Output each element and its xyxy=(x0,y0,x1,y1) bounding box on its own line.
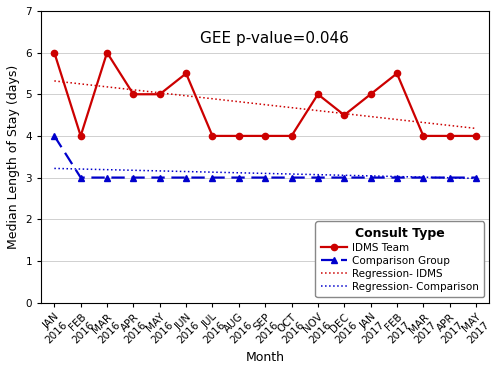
Regression- Comparison xyxy=(341,173,347,177)
Regression- IDMS xyxy=(52,79,58,83)
Regression- Comparison xyxy=(315,173,321,177)
Regression- Comparison xyxy=(104,167,110,172)
IDMS Team xyxy=(236,134,242,138)
Comparison Group xyxy=(104,175,110,180)
IDMS Team xyxy=(341,113,347,117)
Regression- IDMS xyxy=(262,102,268,107)
Regression- Comparison xyxy=(236,171,242,175)
Regression- Comparison xyxy=(420,175,426,180)
Regression- IDMS xyxy=(156,91,162,95)
Regression- IDMS xyxy=(473,126,479,131)
Comparison Group xyxy=(473,175,479,180)
IDMS Team xyxy=(210,134,216,138)
Regression- Comparison xyxy=(394,174,400,179)
IDMS Team xyxy=(104,50,110,55)
Regression- IDMS xyxy=(130,88,136,92)
Regression- Comparison xyxy=(78,167,84,171)
IDMS Team xyxy=(130,92,136,96)
Line: Regression- IDMS: Regression- IDMS xyxy=(54,81,476,128)
Regression- IDMS xyxy=(315,108,321,113)
Comparison Group xyxy=(183,175,189,180)
IDMS Team xyxy=(368,92,374,96)
Line: Regression- Comparison: Regression- Comparison xyxy=(54,168,476,178)
Comparison Group xyxy=(236,175,242,180)
Regression- Comparison xyxy=(130,168,136,173)
Regression- Comparison xyxy=(262,171,268,175)
Comparison Group xyxy=(130,175,136,180)
Comparison Group xyxy=(210,175,216,180)
Text: GEE p-value=0.046: GEE p-value=0.046 xyxy=(200,32,348,46)
IDMS Team xyxy=(183,71,189,76)
Comparison Group xyxy=(288,175,294,180)
Regression- IDMS xyxy=(368,114,374,119)
IDMS Team xyxy=(315,92,321,96)
Regression- IDMS xyxy=(183,93,189,98)
Line: Comparison Group: Comparison Group xyxy=(51,133,479,181)
Regression- IDMS xyxy=(78,82,84,86)
Regression- IDMS xyxy=(394,117,400,122)
Comparison Group xyxy=(446,175,452,180)
IDMS Team xyxy=(446,134,452,138)
Line: IDMS Team: IDMS Team xyxy=(51,49,479,139)
IDMS Team xyxy=(288,134,294,138)
Regression- IDMS xyxy=(420,120,426,125)
Comparison Group xyxy=(52,134,58,138)
IDMS Team xyxy=(473,134,479,138)
Comparison Group xyxy=(394,175,400,180)
Regression- IDMS xyxy=(104,85,110,89)
Comparison Group xyxy=(78,175,84,180)
IDMS Team xyxy=(78,134,84,138)
Comparison Group xyxy=(420,175,426,180)
Comparison Group xyxy=(341,175,347,180)
Comparison Group xyxy=(368,175,374,180)
IDMS Team xyxy=(420,134,426,138)
Regression- IDMS xyxy=(288,105,294,110)
Regression- Comparison xyxy=(52,166,58,171)
Comparison Group xyxy=(262,175,268,180)
Regression- IDMS xyxy=(210,96,216,101)
Comparison Group xyxy=(315,175,321,180)
IDMS Team xyxy=(52,50,58,55)
Regression- Comparison xyxy=(368,174,374,178)
Regression- Comparison xyxy=(183,169,189,174)
IDMS Team xyxy=(156,92,162,96)
Regression- Comparison xyxy=(288,172,294,176)
Regression- Comparison xyxy=(156,169,162,173)
Y-axis label: Median Length of Stay (days): Median Length of Stay (days) xyxy=(7,65,20,249)
Regression- IDMS xyxy=(236,99,242,104)
Regression- IDMS xyxy=(446,123,452,128)
Comparison Group xyxy=(156,175,162,180)
Regression- Comparison xyxy=(210,170,216,174)
Legend: IDMS Team, Comparison Group, Regression- IDMS, Regression- Comparison: IDMS Team, Comparison Group, Regression-… xyxy=(316,221,484,297)
IDMS Team xyxy=(262,134,268,138)
IDMS Team xyxy=(394,71,400,76)
Regression- IDMS xyxy=(341,111,347,116)
Regression- Comparison xyxy=(446,175,452,180)
Regression- Comparison xyxy=(473,176,479,181)
X-axis label: Month: Month xyxy=(246,351,284,364)
